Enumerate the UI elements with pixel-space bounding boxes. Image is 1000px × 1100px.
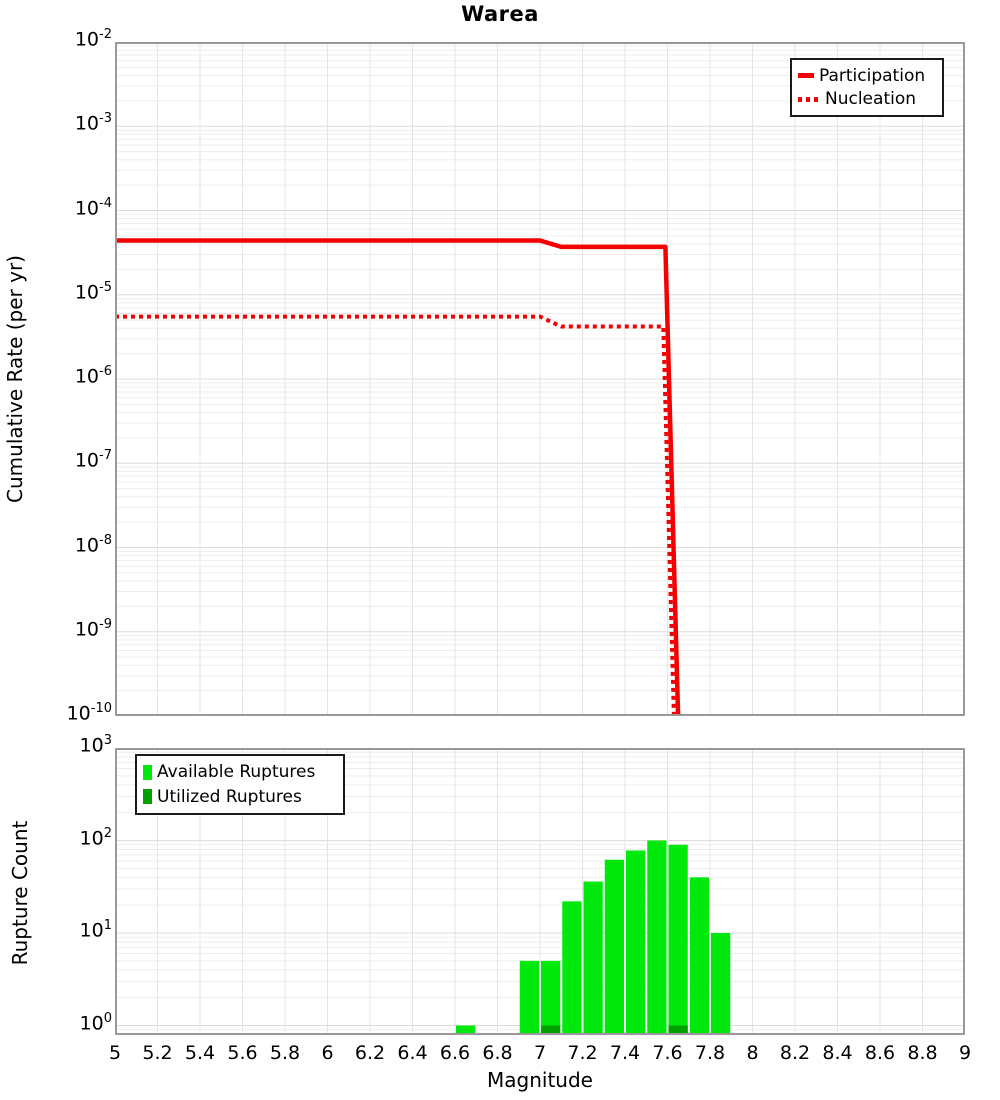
available-bar bbox=[711, 933, 731, 1035]
x-tick-label: 9 bbox=[958, 1042, 972, 1064]
x-tick-label: 5 bbox=[108, 1042, 122, 1064]
x-tick-label: 6 bbox=[321, 1042, 334, 1064]
available-bar bbox=[456, 1025, 476, 1035]
x-tick-label: 6.2 bbox=[354, 1042, 386, 1064]
participation-line-swatch bbox=[798, 73, 814, 79]
bottom-legend: Available Ruptures Utilized Ruptures bbox=[135, 754, 345, 815]
available-ruptures-swatch bbox=[143, 764, 152, 780]
x-tick-label: 7.8 bbox=[694, 1042, 726, 1064]
y-tick-label: 10-3 bbox=[74, 111, 112, 135]
top-chart-canvas bbox=[115, 42, 965, 716]
available-bar bbox=[689, 877, 709, 1035]
top-legend: Participation Nucleation bbox=[790, 58, 944, 117]
x-tick-label: 7.2 bbox=[567, 1042, 598, 1064]
legend-item-nucleation: Nucleation bbox=[798, 89, 934, 109]
available-bar bbox=[647, 840, 667, 1035]
y-tick-label: 101 bbox=[79, 918, 112, 942]
x-tick-label: 7.6 bbox=[652, 1042, 683, 1064]
plot-border bbox=[115, 748, 965, 1035]
y-tick-label: 103 bbox=[79, 733, 112, 757]
y-tick-label: 10-5 bbox=[74, 279, 112, 304]
plot-border bbox=[115, 42, 965, 716]
x-tick-label: 8.8 bbox=[907, 1042, 938, 1064]
legend-item-utilized: Utilized Ruptures bbox=[143, 787, 335, 807]
nucleation-line bbox=[115, 314, 676, 716]
legend-label-available: Available Ruptures bbox=[157, 762, 316, 783]
x-tick-label: 6.8 bbox=[482, 1042, 513, 1064]
legend-label-nucleation: Nucleation bbox=[825, 89, 917, 110]
legend-label-utilized: Utilized Ruptures bbox=[157, 786, 302, 807]
x-axis-title: Magnitude bbox=[487, 1068, 593, 1092]
y-tick-label: 10-2 bbox=[74, 27, 112, 51]
available-bar bbox=[519, 960, 539, 1035]
nucleation-line-swatch bbox=[798, 96, 820, 102]
x-tick-label: 5.8 bbox=[269, 1042, 301, 1064]
x-tick-label: 6.6 bbox=[439, 1042, 471, 1064]
bottom-chart-canvas bbox=[115, 748, 965, 1035]
available-bar bbox=[604, 859, 624, 1035]
x-tick-label: 5.6 bbox=[227, 1042, 258, 1064]
available-bar bbox=[668, 844, 688, 1035]
y-tick-label: 10-7 bbox=[74, 448, 112, 472]
y-tick-label: 10-6 bbox=[74, 364, 112, 388]
x-tick-label: 8.4 bbox=[822, 1042, 853, 1064]
available-bar bbox=[541, 960, 561, 1035]
x-tick-label: 8.6 bbox=[864, 1042, 896, 1064]
x-tick-label: 7 bbox=[533, 1042, 547, 1064]
x-tick-label: 8.2 bbox=[779, 1042, 811, 1064]
y-tick-label: 10-4 bbox=[74, 195, 112, 219]
legend-item-participation: Participation bbox=[798, 66, 934, 86]
y-tick-label: 10-10 bbox=[66, 701, 112, 725]
utilized-ruptures-swatch bbox=[143, 789, 152, 805]
y-tick-label: 10-8 bbox=[74, 532, 112, 556]
participation-line bbox=[115, 238, 681, 716]
x-tick-label: 7.4 bbox=[609, 1042, 641, 1064]
x-tick-label: 5.2 bbox=[142, 1042, 173, 1064]
y-tick-label: 100 bbox=[79, 1010, 112, 1034]
chart-title: Warea bbox=[461, 2, 539, 26]
x-tick-label: 5.4 bbox=[184, 1042, 216, 1064]
utilized-bar bbox=[541, 1025, 561, 1035]
utilized-bar bbox=[668, 1025, 688, 1035]
legend-label-participation: Participation bbox=[819, 65, 926, 86]
available-bar bbox=[626, 850, 646, 1035]
x-tick-label: 8 bbox=[746, 1042, 759, 1064]
available-bar bbox=[562, 901, 582, 1035]
x-tick-label: 6.4 bbox=[397, 1042, 428, 1064]
available-bar bbox=[583, 881, 603, 1035]
y-tick-label: 102 bbox=[79, 825, 112, 849]
legend-item-available: Available Ruptures bbox=[143, 762, 335, 782]
y-tick-label: 10-9 bbox=[74, 616, 112, 641]
